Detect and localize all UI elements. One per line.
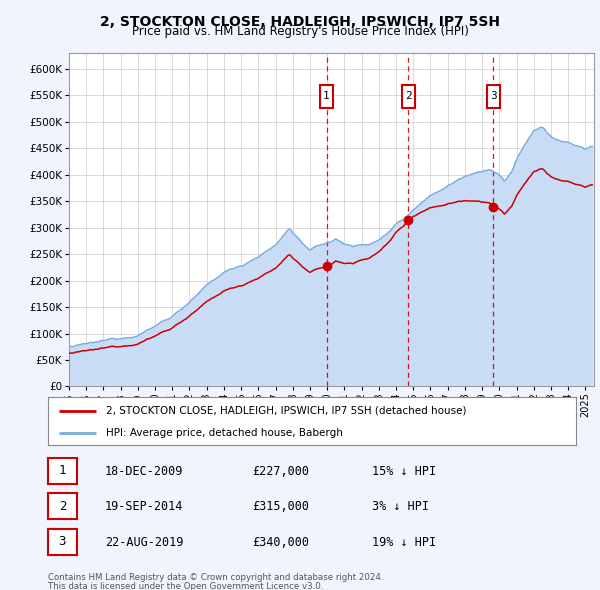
Text: 19% ↓ HPI: 19% ↓ HPI — [372, 536, 436, 549]
Text: 1: 1 — [323, 91, 330, 101]
Text: £315,000: £315,000 — [252, 500, 309, 513]
Text: 3: 3 — [59, 535, 66, 548]
Text: HPI: Average price, detached house, Babergh: HPI: Average price, detached house, Babe… — [106, 428, 343, 438]
Text: 2: 2 — [59, 500, 66, 513]
Text: 3% ↓ HPI: 3% ↓ HPI — [372, 500, 429, 513]
Bar — [487, 85, 500, 108]
Text: 22-AUG-2019: 22-AUG-2019 — [105, 536, 184, 549]
Text: Contains HM Land Registry data © Crown copyright and database right 2024.: Contains HM Land Registry data © Crown c… — [48, 573, 383, 582]
Text: £340,000: £340,000 — [252, 536, 309, 549]
Text: 2, STOCKTON CLOSE, HADLEIGH, IPSWICH, IP7 5SH: 2, STOCKTON CLOSE, HADLEIGH, IPSWICH, IP… — [100, 15, 500, 29]
Text: £227,000: £227,000 — [252, 465, 309, 478]
Bar — [402, 85, 415, 108]
Text: 3: 3 — [490, 91, 497, 101]
Text: 18-DEC-2009: 18-DEC-2009 — [105, 465, 184, 478]
Text: This data is licensed under the Open Government Licence v3.0.: This data is licensed under the Open Gov… — [48, 582, 323, 590]
Text: 15% ↓ HPI: 15% ↓ HPI — [372, 465, 436, 478]
Text: 2: 2 — [405, 91, 412, 101]
Text: 2, STOCKTON CLOSE, HADLEIGH, IPSWICH, IP7 5SH (detached house): 2, STOCKTON CLOSE, HADLEIGH, IPSWICH, IP… — [106, 405, 467, 415]
Text: Price paid vs. HM Land Registry's House Price Index (HPI): Price paid vs. HM Land Registry's House … — [131, 25, 469, 38]
Text: 19-SEP-2014: 19-SEP-2014 — [105, 500, 184, 513]
Bar — [320, 85, 333, 108]
Text: 1: 1 — [59, 464, 66, 477]
